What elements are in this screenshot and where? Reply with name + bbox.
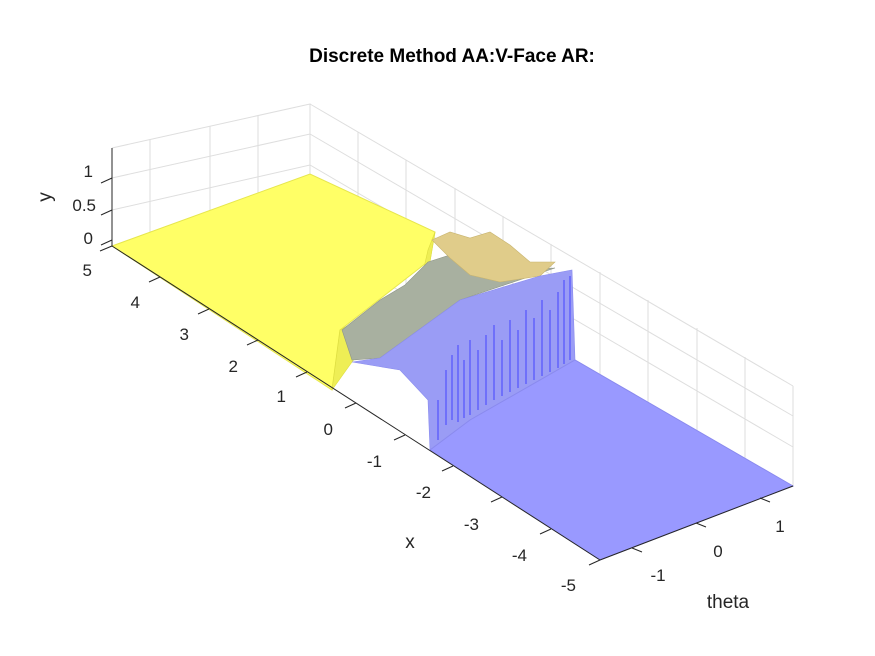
x-tick-label-0: 0 (324, 420, 333, 439)
grid-h1 (111, 164, 794, 448)
y-axis-label: y (35, 192, 56, 202)
x-tick-label-neg1: -1 (367, 452, 382, 471)
grid-h2 (111, 133, 794, 417)
x-tick-label-3: 3 (180, 325, 189, 344)
x-tick-neg4: -4 (512, 528, 552, 565)
x-tick-label-4: 4 (131, 293, 140, 312)
y-tick-label-0.5: 0.5 (72, 196, 96, 215)
y-tick-label-1: 1 (84, 162, 93, 181)
theta-tick-label-0: 0 (713, 542, 722, 561)
theta-tick-1: 1 (759, 497, 785, 536)
x-tick-label-2: 2 (229, 357, 238, 376)
y-tick-label-0: 0 (84, 229, 93, 248)
theta-axis-label: theta (707, 592, 750, 613)
y-tick-1: 1 (84, 162, 113, 184)
theta-tick-label-1: 1 (775, 517, 784, 536)
x-tick-3: 3 (180, 308, 210, 344)
x-tick-label-neg3: -3 (464, 515, 479, 534)
y-tick-0: 0 (84, 229, 113, 248)
surface-tan-hump (431, 231, 556, 283)
chart-title: Discrete Method AA:V-Face AR: (309, 46, 595, 67)
x-tick-label-neg2: -2 (416, 483, 431, 502)
x-ticks: 5 4 3 2 1 0 -1 -2 -3 -4 -5 (83, 245, 601, 595)
x-tick-neg5: -5 (561, 559, 601, 595)
y-ticks: 0 0.5 1 (72, 162, 113, 248)
theta-tick-0: 0 (695, 522, 723, 561)
x-tick-label-neg4: -4 (512, 546, 527, 565)
surface (110, 173, 795, 561)
x-tick-neg1: -1 (367, 434, 406, 471)
x-tick-neg3: -3 (464, 496, 503, 534)
theta-ticks: -1 0 1 (631, 497, 785, 585)
theta-tick-label-neg1: -1 (650, 566, 665, 585)
x-tick-neg2: -2 (416, 465, 454, 502)
x-tick-5: 5 (83, 245, 113, 280)
theta-tick-neg1: -1 (631, 547, 666, 585)
surface-vertical-lines (437, 276, 571, 440)
x-tick-2: 2 (229, 339, 259, 376)
x-axis-label: x (405, 532, 415, 553)
x-tick-4: 4 (131, 276, 161, 312)
y-tick-0.5: 0.5 (72, 196, 113, 216)
x-tick-1: 1 (277, 371, 308, 406)
x-tick-0: 0 (324, 402, 357, 439)
x-tick-label-5: 5 (83, 261, 92, 280)
x-tick-label-neg5: -5 (561, 576, 576, 595)
x-tick-label-1: 1 (277, 387, 286, 406)
